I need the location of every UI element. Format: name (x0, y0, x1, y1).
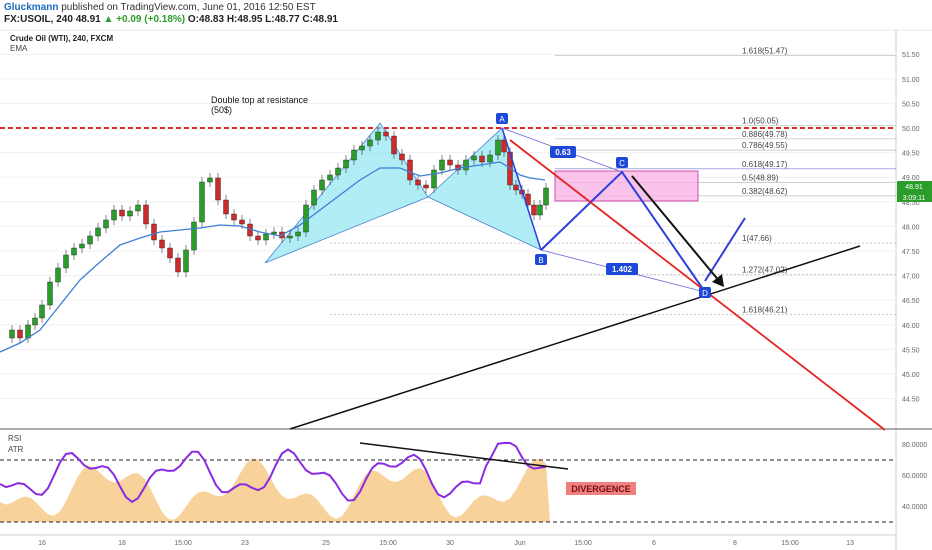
point-c-marker[interactable]: C (616, 157, 628, 168)
time-tick-label: 30 (446, 540, 454, 547)
time-tick-label: 16 (38, 540, 46, 547)
rsi-tick-label: 60.0000 (902, 473, 927, 480)
change-value: ▲ +0.09 (+0.18%) (103, 14, 186, 25)
fib-level-label: 1.618(51.47) (742, 47, 788, 56)
projection-bcd[interactable] (540, 170, 706, 293)
price-tick-label: 49.00 (902, 175, 920, 182)
ratio-ac-label[interactable]: 0.63 (550, 146, 576, 158)
divergence-annotation[interactable]: DIVERGENCE (566, 482, 636, 495)
price-tick-label: 48.00 (902, 224, 920, 231)
time-tick-label: 13 (846, 540, 854, 547)
fib-level-label: 1(47.66) (742, 234, 772, 243)
publication-header: Gluckmann published on TradingView.com, … (0, 0, 932, 30)
annotation-text-2[interactable]: (50$) (211, 105, 232, 115)
time-tick-label: 15:00 (574, 540, 592, 547)
price-tick-label: 45.50 (902, 347, 920, 354)
ema-label: EMA (10, 44, 28, 53)
svg-text:1.402: 1.402 (612, 265, 633, 274)
rsi-axis: 80.0000 60.0000 40.0000 (902, 442, 927, 511)
prz-box[interactable] (554, 170, 699, 202)
author-name[interactable]: Gluckmann (4, 2, 59, 13)
fib-level-label: 1.618(46.21) (742, 305, 788, 314)
fib-level-label: 0.786(49.55) (742, 141, 788, 150)
svg-text:48.91: 48.91 (905, 184, 923, 191)
price-tick-label: 51.50 (902, 52, 920, 59)
svg-text:0.63: 0.63 (555, 148, 571, 157)
atr-area (0, 458, 550, 522)
rsi-line (0, 442, 547, 504)
fib-level-label: 0.618(49.17) (742, 160, 788, 169)
price-tick-label: 50.50 (902, 101, 920, 108)
point-b-marker[interactable]: B (535, 254, 547, 265)
price-tick-label: 45.00 (902, 372, 920, 379)
symbol-label: FX:USOIL, 240 (4, 14, 73, 25)
rsi-tick-label: 80.0000 (902, 442, 927, 449)
svg-text:3:09:11: 3:09:11 (903, 195, 926, 202)
time-axis[interactable]: 16 18 15:00 23 25 15:00 30 Jun 15:00 6 8 15:00 13 (38, 540, 854, 547)
time-tick-label: 15:00 (174, 540, 192, 547)
svg-text:B: B (538, 256, 543, 265)
ohlc-values: O:48.83 H:48.95 L:48.77 C:48.91 (187, 14, 338, 25)
time-tick-label: 15:00 (379, 540, 397, 547)
price-tick-label: 46.00 (902, 323, 920, 330)
svg-text:C: C (619, 159, 625, 168)
fib-level-label: 1.272(47.02) (742, 266, 788, 275)
price-axis[interactable]: 51.50 51.00 50.50 50.00 49.50 49.00 48.50 48.00… (902, 52, 920, 403)
time-tick-label: 6 (652, 540, 656, 547)
rsi-tick-label: 40.0000 (902, 504, 927, 511)
time-tick-label: 25 (322, 540, 330, 547)
ratio-bd-label[interactable]: 1.402 (606, 263, 638, 275)
price-tick-label: 51.00 (902, 77, 920, 84)
last-price: 48.91 (75, 14, 101, 25)
price-tick-label: 47.00 (902, 274, 920, 281)
price-tick-label: 48.50 (902, 200, 920, 207)
annotation-text[interactable]: Double top at resistance (211, 95, 308, 105)
time-tick-label: Jun (514, 540, 525, 547)
chart-title: Crude Oil (WTI), 240, FXCM (10, 34, 113, 43)
time-tick-label: 23 (241, 540, 249, 547)
fib-level-label: 1.0(50.05) (742, 117, 779, 126)
black-arrow-head (712, 274, 724, 287)
red-trendline[interactable] (509, 139, 886, 431)
svg-text:D: D (702, 289, 708, 298)
rsi-label: RSI (8, 434, 21, 443)
leg-ab[interactable] (501, 127, 542, 251)
svg-text:A: A (499, 115, 505, 124)
price-tick-label: 47.50 (902, 249, 920, 256)
ema-line (0, 161, 546, 353)
time-tick-label: 18 (118, 540, 126, 547)
fib-level-label: 0.5(48.89) (742, 174, 779, 183)
svg-text:DIVERGENCE: DIVERGENCE (571, 484, 631, 494)
fib-levels: 1.618(51.47) 1.0(50.05) 0.886(49.78) 0.786(… (330, 47, 896, 315)
time-tick-label: 8 (733, 540, 737, 547)
price-tick-label: 49.50 (902, 151, 920, 158)
atr-label: ATR (8, 445, 24, 454)
fib-level-label: 0.886(49.78) (742, 130, 788, 139)
price-tick-label: 44.50 (902, 397, 920, 404)
divergence-line[interactable] (359, 442, 569, 470)
time-tick-label: 15:00 (781, 540, 799, 547)
point-a-marker[interactable]: A (496, 113, 508, 124)
price-tick-label: 46.50 (902, 298, 920, 305)
candlesticks (9, 127, 549, 343)
point-d-marker[interactable]: D (699, 287, 711, 298)
fib-level-label: 0.382(48.62) (742, 187, 788, 196)
price-tick-label: 50.00 (902, 126, 920, 133)
black-trendline[interactable] (289, 245, 861, 430)
published-info: published on TradingView.com, June 01, 2… (61, 2, 316, 13)
black-arrow[interactable] (631, 175, 721, 283)
current-price-tag: 48.91 3:09:11 (897, 181, 932, 202)
